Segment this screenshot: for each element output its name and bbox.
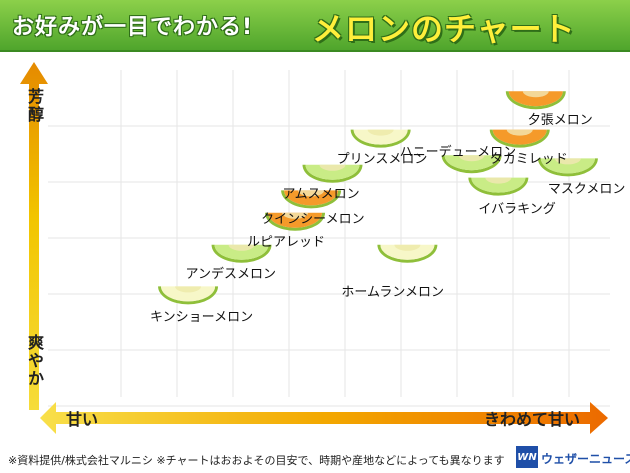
melon-slice-icon xyxy=(302,164,363,183)
x-axis-arrow xyxy=(40,402,608,434)
melon-seeds xyxy=(175,286,202,293)
footnote: ※資料提供/株式会社マルニシ ※チャートはおおよその目安で、時期や産地などによっ… xyxy=(8,454,505,467)
y-axis-bottom-label: 爽やか xyxy=(25,334,44,388)
y-axis-top-label: 芳醇 xyxy=(25,88,44,124)
melon-rind xyxy=(468,177,529,196)
banner-subtitle: お好みが一目でわかる! xyxy=(12,15,254,40)
melon-slice-icon xyxy=(350,129,411,148)
melon-chart: 芳醇 爽やか 甘い きわめて甘い 夕張メロンタカミレッド プリンスメロン ハニーデュ… xyxy=(0,52,630,444)
melon-slice-icon xyxy=(265,212,326,231)
melon-flesh xyxy=(284,190,339,206)
melon-flesh xyxy=(214,244,269,260)
melon-label: アンデスメロン xyxy=(185,266,277,282)
melon-flesh xyxy=(471,177,526,193)
footer: ※資料提供/株式会社マルニシ ※チャートはおおよその目安で、時期や産地などによっ… xyxy=(0,444,630,473)
melon-flesh xyxy=(508,91,563,107)
banner-title: メロンのチャート xyxy=(312,10,576,48)
melon-slice-icon xyxy=(281,190,342,209)
x-axis-right-label: きわめて甘い xyxy=(484,410,581,429)
melon-seeds xyxy=(394,244,421,251)
melon-label: ハニーデューメロン xyxy=(399,145,517,161)
melon-seeds xyxy=(282,212,309,219)
melon-label: ルピアレッド xyxy=(247,234,326,250)
melon-seeds xyxy=(298,190,325,197)
melon-label: マスクメロン xyxy=(547,182,626,198)
melon-rind xyxy=(302,164,363,183)
chart-canvas xyxy=(20,62,610,434)
melon-label: タカミレッド xyxy=(489,151,568,167)
melon-flesh xyxy=(492,129,547,145)
melon-rind xyxy=(505,91,566,110)
melon-slice-icon xyxy=(468,177,529,196)
melon-slice-icon xyxy=(158,286,219,305)
melon-seeds xyxy=(485,177,512,184)
melon-flesh xyxy=(353,129,408,145)
melon-label: 夕張メロン xyxy=(527,113,593,129)
melon-flesh xyxy=(305,164,360,180)
melon-seeds xyxy=(367,129,394,136)
weathernews-logo-text: ウェザーニュース xyxy=(541,452,630,466)
melon-label: ホームランメロン xyxy=(341,284,444,300)
melon-slice-icon xyxy=(489,129,550,148)
melon-rind xyxy=(265,212,326,231)
melon-seeds xyxy=(458,155,485,162)
chart-grid xyxy=(48,70,610,407)
weathernews-logo-icon: WN xyxy=(516,446,538,468)
melon-slice-icon xyxy=(537,158,598,177)
x-axis-left-label: 甘い xyxy=(66,410,99,429)
melon-marks xyxy=(158,91,598,305)
melon-rind xyxy=(489,129,550,148)
title-banner: お好みが一目でわかる! メロンのチャート xyxy=(0,0,630,52)
melon-rind xyxy=(441,155,502,174)
melon-slice-icon xyxy=(441,155,502,174)
melon-flesh xyxy=(380,244,435,260)
melon-slice-icon xyxy=(377,244,438,263)
melon-label: プリンスメロン xyxy=(336,151,428,167)
melon-slice-icon xyxy=(211,244,272,263)
melon-seeds xyxy=(554,158,581,165)
melon-rind xyxy=(350,129,411,148)
melon-slice-icon xyxy=(505,91,566,110)
melon-flesh xyxy=(268,212,323,228)
melon-rind xyxy=(281,190,342,209)
melon-rind xyxy=(211,244,272,263)
melon-seeds xyxy=(319,164,346,171)
melon-seeds xyxy=(506,129,533,136)
melon-label: イバラキング xyxy=(478,201,556,217)
melon-rind xyxy=(537,158,598,177)
chart-axes xyxy=(20,62,608,434)
melon-flesh xyxy=(444,155,499,171)
melon-flesh xyxy=(161,286,216,302)
melon-label: キンショーメロン xyxy=(150,310,254,326)
melon-label: クインシーメロン xyxy=(261,212,365,228)
y-axis-arrow xyxy=(20,62,48,410)
melon-rind xyxy=(377,244,438,263)
melon-flesh xyxy=(540,158,595,174)
melon-rind xyxy=(158,286,219,305)
melon-seeds xyxy=(522,91,549,98)
melon-seeds xyxy=(228,244,255,251)
melon-label: アムスメロン xyxy=(282,186,360,202)
